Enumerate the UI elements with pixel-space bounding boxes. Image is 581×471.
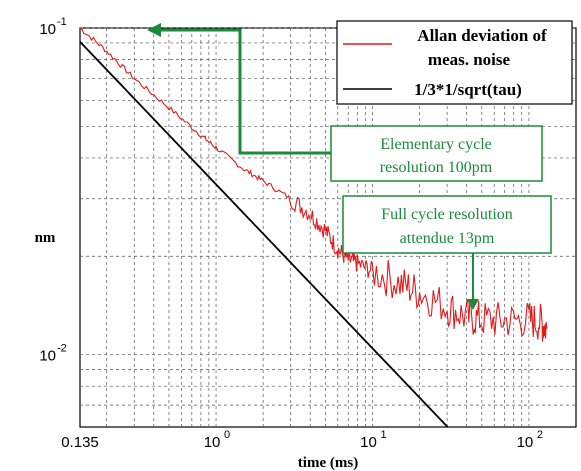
annotation-elementary-cycle: Elementary cycle resolution 100pm [147,23,543,182]
x-axis-title: time (ms) [298,455,358,471]
x-tick-base: 10 [204,434,221,451]
legend-label-1-line-2: meas. noise [428,50,511,69]
annotation-line-1: Full cycle resolution [381,206,513,223]
annotation-box [342,195,552,254]
annotation-full-cycle: Full cycle resolution attendue 13pm [342,195,552,310]
annotation-box [330,125,543,182]
legend-box [336,20,573,105]
x-tick-exponent: 0 [224,429,230,441]
x-tick-base: 0.135 [61,434,99,451]
x-tick-label: 10 2 [517,429,543,451]
tick-layer: 0.135 10 0 10 1 10 210 -110 -2 [39,16,543,451]
series-layer [79,27,548,428]
y-tick-label: 10 -2 [39,343,66,365]
x-tick-base: 10 [360,434,377,451]
x-tick-exponent: 1 [380,429,386,441]
y-tick-label: 10 -1 [39,16,66,38]
x-tick-label: 10 0 [204,429,230,451]
y-tick-exponent: -1 [57,16,67,28]
legend-label-2: 1/3*1/sqrt(tau) [414,80,522,99]
x-tick-base: 10 [517,434,534,451]
x-tick-label: 0.135 [61,434,99,451]
annotation-line-2: resolution 100pm [380,159,493,176]
y-tick-base: 10 [39,21,56,38]
y-axis-title: nm [35,230,56,246]
annotation-arrowhead [467,299,479,310]
legend: Allan deviation of meas. noise 1/3*1/sqr… [336,20,573,105]
y-tick-base: 10 [39,348,56,365]
annotation-line-1: Elementary cycle [380,136,492,153]
legend-label-1-line-1: Allan deviation of [417,26,547,45]
x-tick-exponent: 2 [537,429,543,441]
x-tick-label: 10 1 [360,429,386,451]
y-tick-exponent: -2 [57,343,67,355]
annotation-arrowhead [147,23,161,37]
annotation-line-2: attendue 13pm [400,230,495,247]
series-line-allan-deviation [79,27,548,342]
annotation-arrow-line [155,28,331,155]
series-line-reference [79,41,449,428]
